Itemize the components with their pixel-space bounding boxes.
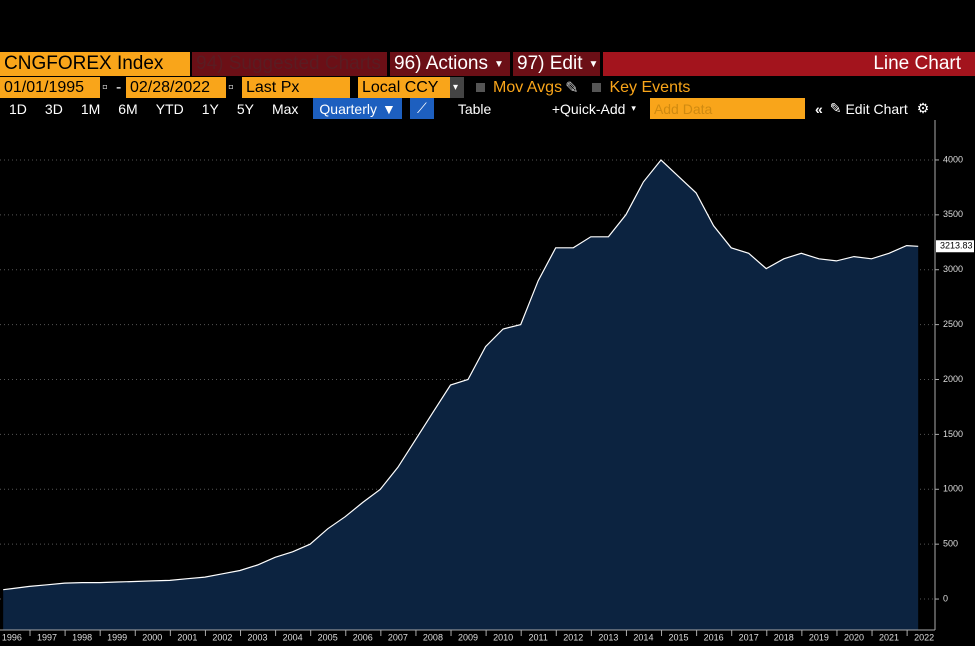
currency-select[interactable]: Local CCY	[358, 77, 450, 98]
period-button[interactable]: 1Y	[201, 100, 219, 117]
x-tick-label: 2015	[669, 632, 689, 642]
dash: -	[116, 78, 122, 96]
calendar-icon[interactable]: ▫	[102, 78, 108, 96]
period-bar: 1D 3D 1M 6M YTD 1Y 5Y Max Quarterly ▼ ⟋ Table + Quic…	[0, 98, 975, 119]
x-tick-label: 1997	[37, 632, 57, 642]
label: 96) Actions	[394, 53, 488, 74]
label: Quarterly	[319, 100, 377, 117]
area	[3, 160, 919, 630]
label: Quick-Add	[560, 100, 626, 117]
label: Mov Avgs	[493, 78, 563, 96]
key-events[interactable]: Key Events	[588, 77, 694, 98]
x-tick-label: 2006	[353, 632, 373, 642]
label: Key Events	[609, 78, 691, 96]
x-tick-label: 2004	[283, 632, 303, 642]
settings-bar: 01/01/1995 ▫ - 02/28/2022 ▫ Last Px Loca…	[0, 77, 975, 98]
x-tick-label: 2000	[142, 632, 162, 642]
add-data-field[interactable]: Add Data	[649, 98, 805, 119]
x-tick-label: 2010	[493, 632, 513, 642]
label: Edit Chart	[845, 100, 908, 117]
x-tick-label: 2008	[423, 632, 443, 642]
x-tick-label: 2014	[633, 632, 653, 642]
y-tick-label: 3000	[943, 264, 963, 274]
collapse[interactable]: «	[814, 100, 823, 117]
quick-add[interactable]: + Quick-Add ▾	[551, 100, 636, 117]
y-tick-label: 3500	[943, 209, 963, 219]
period-button[interactable]: 5Y	[236, 100, 254, 117]
last-value-box	[936, 240, 974, 253]
x-tick-label: 2005	[318, 632, 338, 642]
dropdown[interactable]: ▾	[450, 77, 464, 98]
x-tick-label: 2022	[914, 632, 934, 642]
x-tick-label: 2003	[248, 632, 268, 642]
y-tick-label: 1500	[943, 429, 963, 439]
actions-menu[interactable]: 96) Actions ▼	[390, 52, 510, 76]
x-tick-label: 2011	[529, 632, 548, 642]
table-button[interactable]: Table	[457, 100, 492, 117]
mov-avgs[interactable]: Mov Avgs ✎	[472, 77, 582, 98]
suggested-charts[interactable]: 94) Suggested Charts	[192, 52, 387, 76]
view-name: Line Chart	[603, 52, 975, 76]
start-date[interactable]: 01/01/1995	[0, 77, 100, 98]
title-bar: CNGFOREX Index 94) Suggested Charts 96) …	[0, 52, 975, 76]
end-date[interactable]: 02/28/2022	[126, 77, 226, 98]
period-button[interactable]: 1D	[9, 100, 27, 117]
y-tick-label: 4000	[943, 154, 963, 164]
last-value-label: 3213.83	[940, 241, 973, 251]
calendar-icon[interactable]: ▫	[228, 78, 234, 96]
frequency-select[interactable]: Quarterly ▼	[313, 98, 402, 119]
line-icon[interactable]: ⟋	[409, 98, 434, 119]
edit-menu[interactable]: 97) Edit ▼	[513, 52, 600, 76]
settings[interactable]: ⚙	[916, 100, 930, 116]
x-tick-label: 2013	[598, 632, 618, 642]
period-button[interactable]: 3D	[44, 100, 63, 117]
x-tick-label: 2007	[388, 632, 408, 642]
x-tick-label: 2001	[177, 632, 197, 642]
x-tick-label: 2016	[704, 632, 724, 642]
period-button[interactable]: 1M	[80, 100, 101, 117]
x-tick-label: 2021	[879, 632, 899, 642]
field-select[interactable]: Last Px	[242, 77, 350, 98]
x-tick-label: 2017	[739, 632, 759, 642]
y-tick-label: 2500	[943, 319, 963, 329]
y-tick-label: 500	[943, 539, 958, 549]
x-tick-label: 1998	[72, 632, 92, 642]
y-tick-label: 1000	[943, 484, 963, 494]
edit-chart[interactable]: ✎ Edit Chart	[829, 100, 908, 117]
x-tick-label: 2020	[844, 632, 864, 642]
label: 97) Edit	[517, 53, 583, 74]
line	[3, 159, 919, 591]
x-tick-label: 2002	[212, 632, 232, 642]
x-tick-label: 2019	[809, 632, 829, 642]
period-button[interactable]: Max	[271, 100, 299, 117]
period-button[interactable]: YTD	[155, 100, 184, 117]
x-tick-label: 1996	[2, 632, 22, 642]
period-button[interactable]: 6M	[118, 100, 138, 117]
x-tick-label: 2012	[563, 632, 583, 642]
security-field[interactable]: CNGFOREX Index	[0, 52, 190, 76]
y-tick-label: 2000	[943, 374, 963, 384]
x-tick-label: 2018	[774, 632, 794, 642]
x-tick-label: 1999	[107, 632, 127, 642]
x-tick-label: 2009	[458, 632, 478, 642]
y-tick-label: 0	[943, 593, 948, 603]
